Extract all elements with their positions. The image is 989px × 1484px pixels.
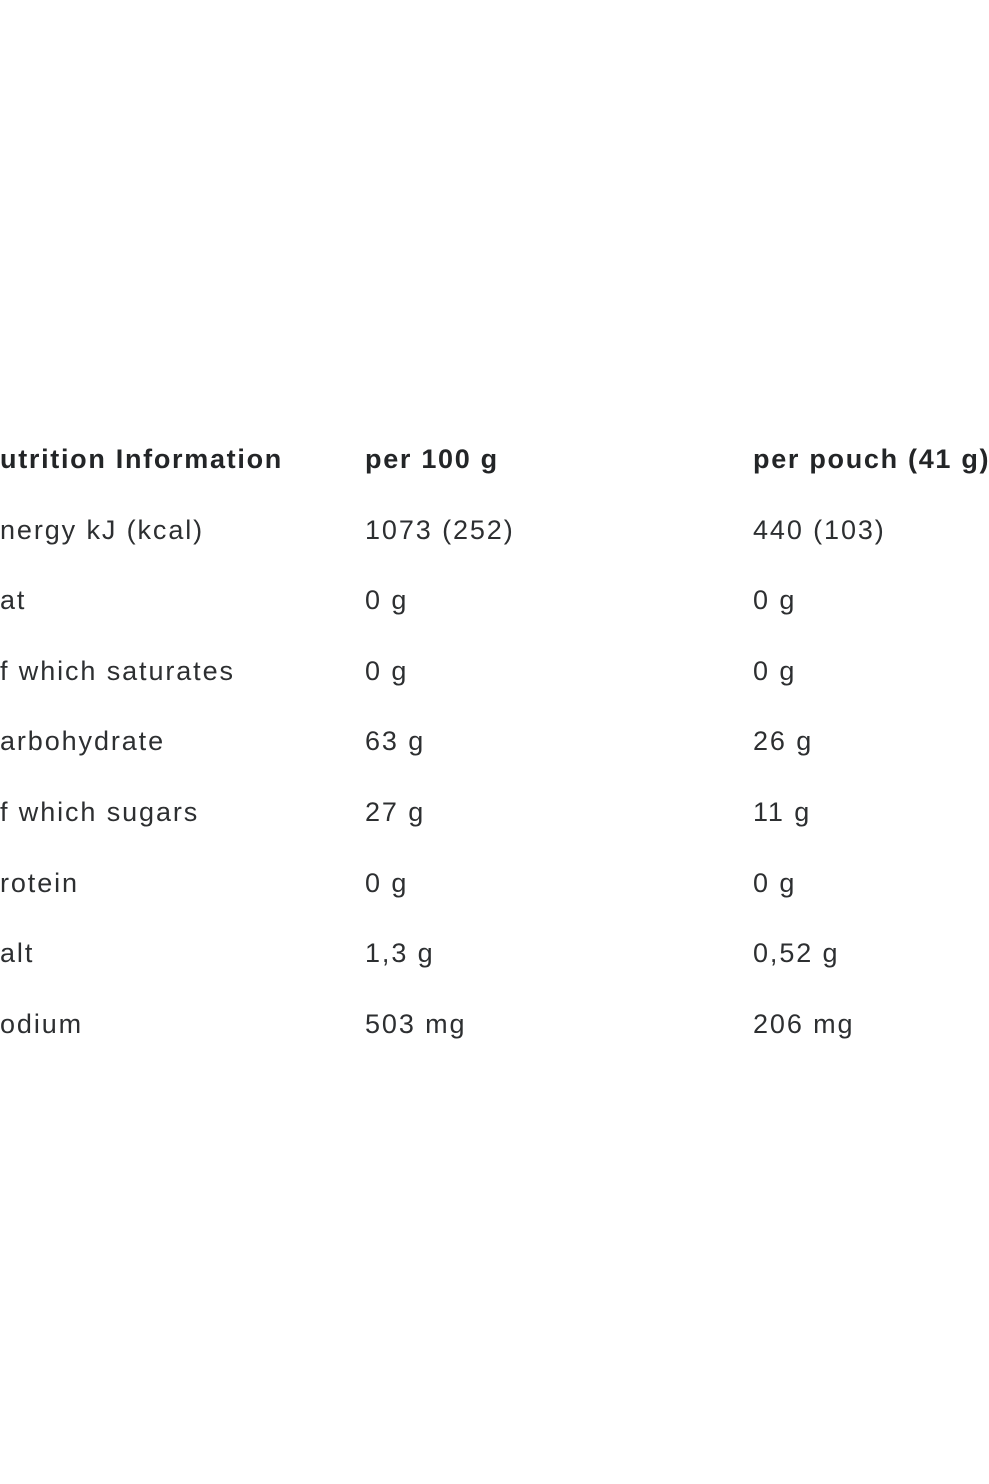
nutrient-label: arbohydrate bbox=[0, 726, 165, 757]
per-100g-value: 63 g bbox=[365, 726, 426, 757]
per-pouch-value: 0 g bbox=[753, 867, 797, 898]
per-pouch-value: 0 g bbox=[753, 585, 797, 616]
per-100g-value: 0 g bbox=[365, 585, 409, 616]
per-pouch-value: 11 g bbox=[753, 796, 812, 827]
per-pouch-value: 0,52 g bbox=[753, 938, 840, 969]
table-row-energy: nergy kJ (kcal) 1073 (252) 440 (103) bbox=[0, 514, 989, 588]
nutrient-label: at bbox=[0, 585, 27, 616]
nutrition-table: utrition Information per 100 g per pouch… bbox=[0, 446, 989, 1081]
per-100g-value: 1073 (252) bbox=[365, 514, 515, 545]
table-row-carbohydrate: arbohydrate 63 g 26 g bbox=[0, 728, 989, 799]
per-pouch-value: 0 g bbox=[753, 655, 797, 686]
table-row-sugars: f which sugars 27 g 11 g bbox=[0, 796, 989, 870]
per-100g-value: 1,3 g bbox=[365, 938, 435, 969]
table-row-sodium: odium 503 mg 206 mg bbox=[0, 1008, 989, 1082]
nutrient-label: alt bbox=[0, 938, 35, 969]
table-row-protein: rotein 0 g 0 g bbox=[0, 867, 989, 941]
per-100g-value: 0 g bbox=[365, 867, 409, 898]
per-100g-value: 503 mg bbox=[365, 1008, 467, 1039]
column-header-per-100g: per 100 g bbox=[365, 444, 499, 474]
per-100g-value: 0 g bbox=[365, 655, 409, 686]
table-header-row: utrition Information per 100 g per pouch… bbox=[0, 446, 989, 517]
nutrient-label: odium bbox=[0, 1008, 84, 1039]
table-row-fat: at 0 g 0 g bbox=[0, 587, 989, 658]
per-100g-value: 27 g bbox=[365, 796, 426, 827]
table-row-saturates: f which saturates 0 g 0 g bbox=[0, 655, 989, 729]
table-row-salt: alt 1,3 g 0,52 g bbox=[0, 940, 989, 1011]
column-header-nutrition-information: utrition Information bbox=[0, 444, 283, 474]
per-pouch-value: 440 (103) bbox=[753, 514, 886, 545]
nutrient-label: f which saturates bbox=[0, 655, 235, 686]
nutrient-label: nergy kJ (kcal) bbox=[0, 514, 205, 545]
per-pouch-value: 206 mg bbox=[753, 1008, 855, 1039]
nutrient-label: rotein bbox=[0, 867, 79, 898]
per-pouch-value: 26 g bbox=[753, 726, 814, 757]
column-header-per-pouch: per pouch (41 g) bbox=[753, 444, 989, 474]
nutrient-label: f which sugars bbox=[0, 796, 200, 827]
